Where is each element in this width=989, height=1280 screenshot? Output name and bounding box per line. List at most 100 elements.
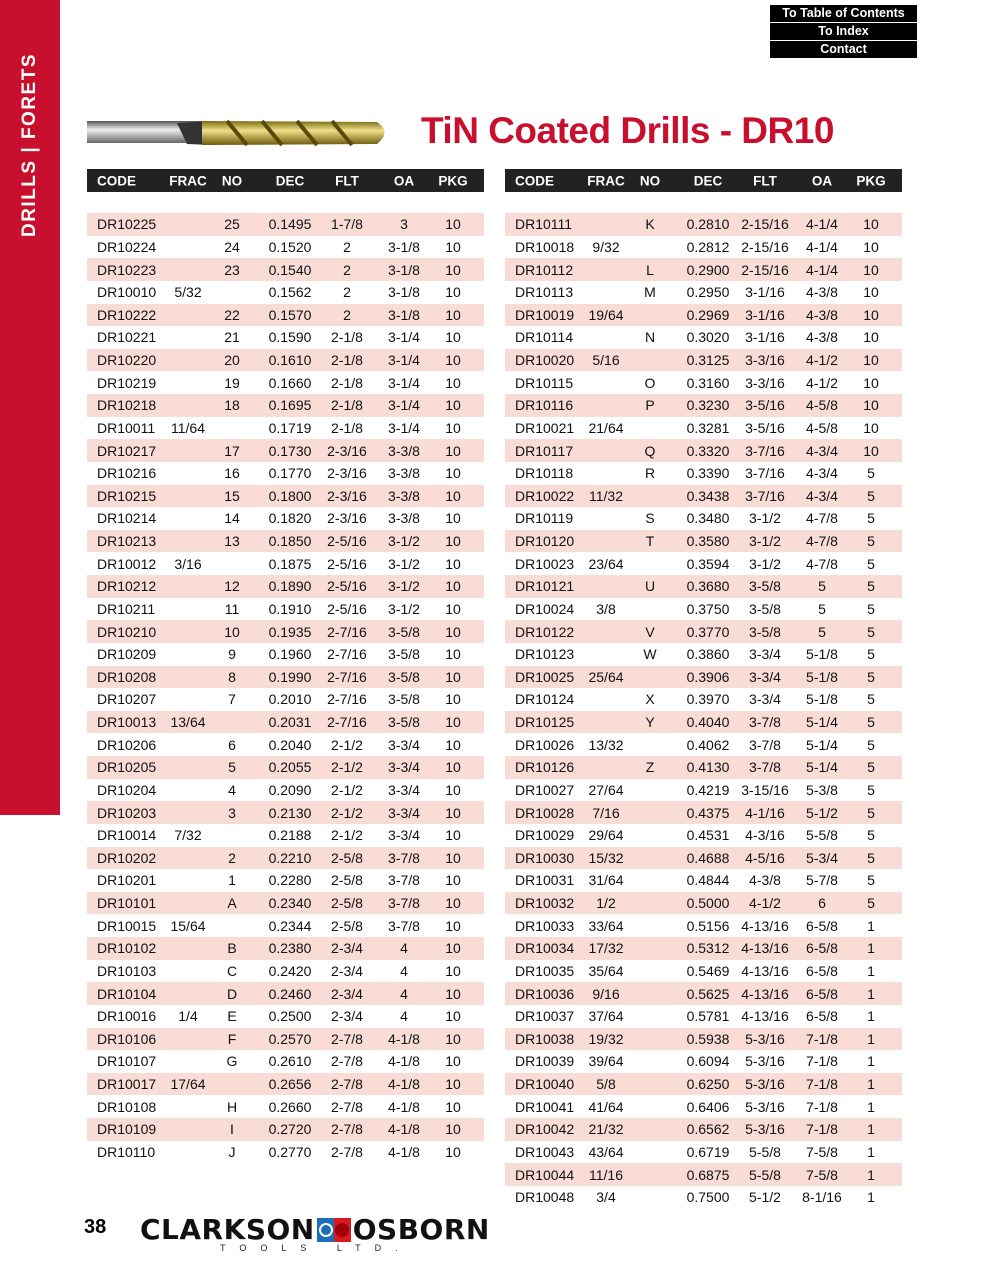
cell-oa: 3-3/4 <box>388 827 420 844</box>
cell-oa: 6-5/8 <box>806 985 838 1002</box>
cell-no: D <box>226 985 238 1002</box>
cell-pkg: 5 <box>867 691 875 708</box>
cell-dec: 0.2570 <box>268 1030 312 1047</box>
cell-pkg: 5 <box>867 533 875 550</box>
cell-code: DR10038 <box>515 1030 575 1047</box>
cell-flt: 3-3/4 <box>749 646 781 663</box>
cell-no: 25 <box>224 216 240 233</box>
column-header-no: NO <box>639 173 661 188</box>
cell-code: DR10017 <box>97 1076 157 1093</box>
column-header-frac: FRAC <box>169 173 207 188</box>
cell-pkg: 5 <box>867 646 875 663</box>
cell-frac: 1/2 <box>596 895 616 912</box>
cell-oa: 3-3/4 <box>388 781 420 798</box>
cell-no: E <box>227 1008 237 1025</box>
cell-frac: 13/32 <box>588 736 624 753</box>
cell-dec: 0.4062 <box>686 736 730 753</box>
table-row: DR10115 O 0.3160 3-3/16 4-1/2 10 <box>505 371 902 394</box>
cell-flt: 2-5/16 <box>327 600 367 617</box>
table-row: DR10112 L 0.2900 2-15/16 4-1/4 10 <box>505 258 902 281</box>
table-row: DR10015 15/64 0.2344 2-5/8 3-7/8 10 <box>87 914 484 937</box>
cell-code: DR10029 <box>515 827 575 844</box>
cell-pkg: 1 <box>867 917 875 934</box>
table-row: DR10103 C 0.2420 2-3/4 4 10 <box>87 960 484 983</box>
cell-dec: 0.6875 <box>686 1166 730 1183</box>
cell-code: DR10016 <box>97 1008 157 1025</box>
cell-oa: 4-7/8 <box>806 555 838 572</box>
cell-oa: 4-1/4 <box>806 261 838 278</box>
cell-dec: 0.2280 <box>268 872 312 889</box>
cell-flt: 3-1/16 <box>745 306 785 323</box>
cell-pkg: 10 <box>445 1076 461 1093</box>
cell-flt: 2-7/16 <box>327 691 367 708</box>
cell-pkg: 10 <box>445 533 461 550</box>
contact-link[interactable]: Contact <box>770 41 917 58</box>
cell-oa: 3-3/8 <box>388 465 420 482</box>
cell-no: 10 <box>224 623 240 640</box>
cell-flt: 4-5/16 <box>745 849 785 866</box>
table-row: DR10123 W 0.3860 3-3/4 5-1/8 5 <box>505 643 902 666</box>
cell-no: 13 <box>224 533 240 550</box>
cell-code: DR10115 <box>515 374 574 391</box>
cell-dec: 0.2055 <box>268 759 312 776</box>
cell-dec: 0.2188 <box>268 827 312 844</box>
cell-dec: 0.4531 <box>686 827 730 844</box>
cell-frac: 39/64 <box>588 1053 624 1070</box>
cell-oa: 7-1/8 <box>806 1098 838 1115</box>
cell-code: DR10026 <box>515 736 575 753</box>
section-sidebar: DRILLS | FORETS <box>0 0 60 815</box>
cell-no: Q <box>644 442 656 459</box>
cell-oa: 4 <box>400 985 408 1002</box>
cell-frac: 13/64 <box>170 714 206 731</box>
cell-oa: 3-1/8 <box>388 306 420 323</box>
cell-oa: 4-5/8 <box>806 419 838 436</box>
cell-dec: 0.1875 <box>268 555 312 572</box>
table-row: DR10214 14 0.1820 2-3/16 3-3/8 10 <box>87 507 484 530</box>
cell-pkg: 10 <box>445 487 461 504</box>
cell-dec: 0.1960 <box>268 646 312 663</box>
cell-code: DR10217 <box>97 442 157 459</box>
cell-frac: 21/64 <box>588 419 624 436</box>
table-row: DR10101 A 0.2340 2-5/8 3-7/8 10 <box>87 891 484 915</box>
cell-no: L <box>646 261 654 278</box>
cell-frac: 37/64 <box>588 1008 624 1025</box>
cell-code: DR10106 <box>97 1030 157 1047</box>
cell-no: A <box>227 895 237 912</box>
cell-oa: 7-1/8 <box>806 1076 838 1093</box>
cell-pkg: 10 <box>445 284 461 301</box>
cell-pkg: 10 <box>445 668 461 685</box>
cell-dec: 0.1820 <box>268 510 312 527</box>
cell-frac: 27/64 <box>588 781 624 798</box>
cell-oa: 3-3/4 <box>388 736 420 753</box>
cell-pkg: 1 <box>867 940 875 957</box>
cell-flt: 3-7/8 <box>749 736 781 753</box>
cell-code: DR10041 <box>515 1098 575 1115</box>
table-row: DR10202 2 0.2210 2-5/8 3-7/8 10 <box>87 846 484 870</box>
table-row: DR10035 35/64 0.5469 4-13/16 6-5/8 1 <box>505 960 902 983</box>
cell-oa: 4-3/8 <box>806 284 838 301</box>
table-row: DR10201 1 0.2280 2-5/8 3-7/8 10 <box>87 869 484 892</box>
cell-no: 24 <box>224 238 240 255</box>
table-of-contents-link[interactable]: To Table of Contents <box>770 5 917 22</box>
index-link[interactable]: To Index <box>770 23 917 40</box>
cell-flt: 2-3/16 <box>327 465 367 482</box>
cell-code: DR10039 <box>515 1053 575 1070</box>
cell-dec: 0.6562 <box>686 1121 730 1138</box>
cell-dec: 0.1570 <box>268 306 312 323</box>
table-row: DR10041 41/64 0.6406 5-3/16 7-1/8 1 <box>505 1095 902 1118</box>
cell-pkg: 10 <box>445 510 461 527</box>
cell-dec: 0.3230 <box>686 397 730 414</box>
cell-no: Y <box>645 714 655 731</box>
cell-pkg: 5 <box>867 895 875 912</box>
cell-flt: 2-15/16 <box>741 261 789 278</box>
cell-code: DR10044 <box>515 1166 575 1183</box>
cell-oa: 6-5/8 <box>806 917 838 934</box>
cell-frac: 11/64 <box>171 419 205 436</box>
cell-code: DR10202 <box>97 849 157 866</box>
table-row: DR10205 5 0.2055 2-1/2 3-3/4 10 <box>87 756 484 779</box>
cell-dec: 0.5781 <box>686 1008 730 1025</box>
cell-no: J <box>228 1143 236 1160</box>
cell-no: T <box>645 533 655 550</box>
cell-no: 11 <box>224 600 240 617</box>
cell-oa: 5-7/8 <box>806 872 838 889</box>
